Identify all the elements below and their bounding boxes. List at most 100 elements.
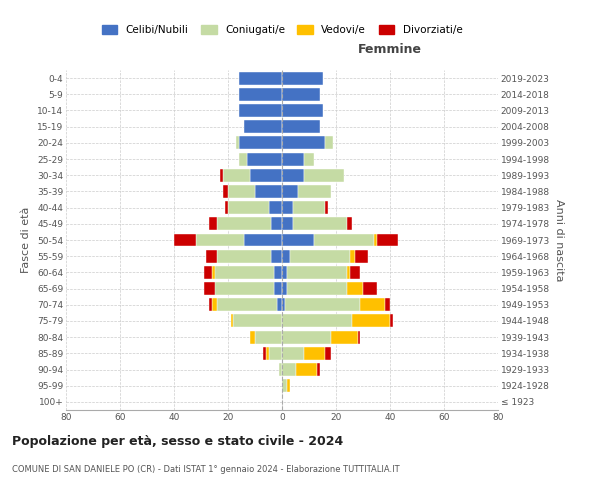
- Bar: [287, 266, 347, 279]
- Bar: [217, 250, 271, 262]
- Bar: [282, 266, 287, 279]
- Bar: [304, 169, 344, 181]
- Bar: [271, 218, 282, 230]
- Bar: [236, 136, 239, 149]
- Bar: [360, 298, 385, 311]
- Bar: [352, 314, 390, 328]
- Bar: [255, 330, 282, 344]
- Bar: [269, 347, 282, 360]
- Bar: [239, 72, 282, 85]
- Bar: [298, 185, 331, 198]
- Bar: [206, 250, 217, 262]
- Bar: [282, 234, 314, 246]
- Bar: [274, 266, 282, 279]
- Bar: [204, 266, 212, 279]
- Bar: [290, 250, 350, 262]
- Bar: [349, 250, 355, 262]
- Bar: [282, 363, 296, 376]
- Bar: [325, 136, 334, 149]
- Bar: [314, 234, 374, 246]
- Bar: [209, 218, 217, 230]
- Bar: [285, 298, 360, 311]
- Bar: [282, 282, 287, 295]
- Y-axis label: Anni di nascita: Anni di nascita: [554, 198, 564, 281]
- Bar: [217, 298, 277, 311]
- Bar: [377, 234, 398, 246]
- Bar: [269, 201, 282, 214]
- Bar: [282, 330, 331, 344]
- Bar: [363, 282, 377, 295]
- Bar: [250, 330, 255, 344]
- Bar: [296, 363, 317, 376]
- Bar: [282, 201, 293, 214]
- Bar: [239, 152, 247, 166]
- Bar: [282, 185, 298, 198]
- Bar: [282, 152, 304, 166]
- Bar: [244, 120, 282, 133]
- Bar: [215, 266, 274, 279]
- Bar: [282, 218, 293, 230]
- Bar: [255, 185, 282, 198]
- Bar: [390, 314, 392, 328]
- Bar: [282, 120, 320, 133]
- Bar: [174, 234, 196, 246]
- Bar: [282, 314, 352, 328]
- Bar: [228, 201, 269, 214]
- Bar: [282, 136, 325, 149]
- Bar: [215, 282, 274, 295]
- Bar: [250, 169, 282, 181]
- Bar: [280, 363, 282, 376]
- Bar: [325, 201, 328, 214]
- Y-axis label: Fasce di età: Fasce di età: [22, 207, 31, 273]
- Bar: [204, 282, 215, 295]
- Bar: [325, 347, 331, 360]
- Bar: [304, 347, 325, 360]
- Bar: [282, 72, 323, 85]
- Bar: [347, 218, 352, 230]
- Bar: [282, 104, 323, 117]
- Bar: [293, 201, 325, 214]
- Bar: [282, 88, 320, 101]
- Bar: [282, 250, 290, 262]
- Bar: [196, 234, 244, 246]
- Bar: [226, 201, 228, 214]
- Bar: [239, 104, 282, 117]
- Bar: [282, 379, 287, 392]
- Bar: [304, 152, 314, 166]
- Text: COMUNE DI SAN DANIELE PO (CR) - Dati ISTAT 1° gennaio 2024 - Elaborazione TUTTIT: COMUNE DI SAN DANIELE PO (CR) - Dati IST…: [12, 465, 400, 474]
- Bar: [223, 169, 250, 181]
- Bar: [282, 347, 304, 360]
- Bar: [274, 282, 282, 295]
- Bar: [282, 298, 285, 311]
- Bar: [277, 298, 282, 311]
- Bar: [374, 234, 377, 246]
- Bar: [358, 330, 360, 344]
- Bar: [217, 218, 271, 230]
- Legend: Celibi/Nubili, Coniugati/e, Vedovi/e, Divorziati/e: Celibi/Nubili, Coniugati/e, Vedovi/e, Di…: [97, 21, 467, 40]
- Bar: [317, 363, 320, 376]
- Bar: [349, 266, 360, 279]
- Text: Popolazione per età, sesso e stato civile - 2024: Popolazione per età, sesso e stato civil…: [12, 435, 343, 448]
- Bar: [287, 282, 347, 295]
- Bar: [263, 347, 266, 360]
- Bar: [223, 185, 228, 198]
- Bar: [228, 185, 255, 198]
- Bar: [347, 266, 349, 279]
- Bar: [282, 169, 304, 181]
- Bar: [239, 136, 282, 149]
- Bar: [209, 298, 212, 311]
- Bar: [271, 250, 282, 262]
- Bar: [212, 266, 215, 279]
- Bar: [287, 379, 290, 392]
- Bar: [239, 88, 282, 101]
- Bar: [212, 298, 217, 311]
- Bar: [331, 330, 358, 344]
- Bar: [220, 169, 223, 181]
- Bar: [385, 298, 390, 311]
- Text: Femmine: Femmine: [358, 44, 422, 57]
- Bar: [293, 218, 347, 230]
- Bar: [247, 152, 282, 166]
- Bar: [233, 314, 282, 328]
- Bar: [244, 234, 282, 246]
- Bar: [266, 347, 269, 360]
